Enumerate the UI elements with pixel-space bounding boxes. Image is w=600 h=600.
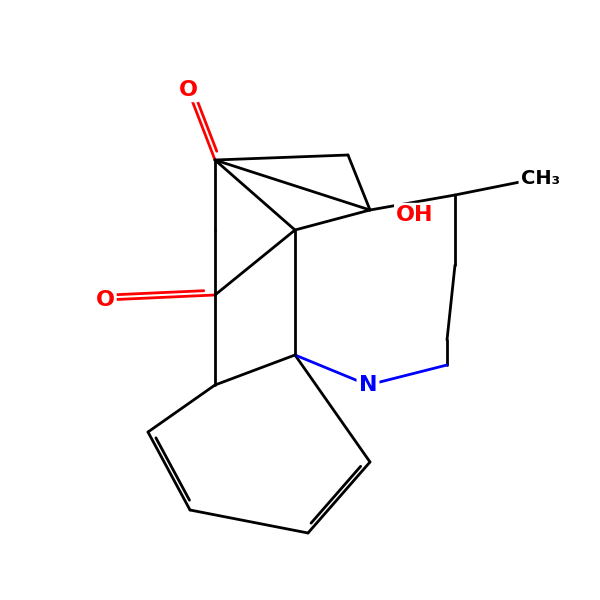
Text: N: N — [359, 375, 377, 395]
Text: O: O — [179, 80, 197, 100]
Text: O: O — [95, 290, 115, 310]
Text: OH: OH — [396, 205, 434, 225]
Text: CH₃: CH₃ — [521, 169, 560, 187]
